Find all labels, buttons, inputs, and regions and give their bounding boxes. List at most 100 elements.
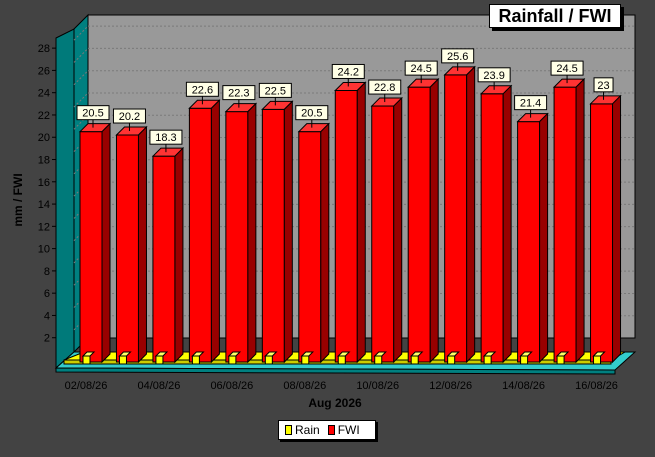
rain-bar-1	[82, 355, 91, 365]
fwi-bar-9	[371, 105, 395, 363]
fwi-bar-2	[115, 134, 139, 363]
fwi-bar-3	[152, 155, 176, 363]
legend-item-rain: Rain	[285, 423, 320, 437]
fwi-bar-side-12	[502, 84, 512, 364]
rain-bar-4	[191, 355, 200, 365]
fwi-bar-side-7	[320, 122, 330, 364]
data-label-14: 24.5	[556, 63, 577, 75]
rain-bar-top-9	[373, 351, 387, 357]
legend: Rain FWI	[278, 420, 376, 440]
rain-bar-top-14	[555, 351, 570, 357]
x-tick-label-8: 16/08/26	[575, 380, 618, 392]
x-tick-label-2: 04/08/26	[138, 380, 181, 392]
rain-bar-10	[410, 355, 419, 365]
data-label-10: 24.5	[410, 63, 431, 75]
y-tick-label-18: 18	[38, 155, 50, 167]
fwi-bar-side-11	[466, 65, 476, 364]
data-label-8: 24.2	[338, 66, 359, 78]
y-tick-label-24: 24	[38, 88, 50, 100]
chart-title: Rainfall / FWI	[489, 4, 621, 28]
rain-bar-13	[520, 355, 529, 365]
rain-bar-top-3	[154, 351, 169, 357]
fwi-bar-14	[553, 86, 577, 363]
data-label-5: 22.3	[228, 88, 249, 100]
legend-label-fwi: FWI	[337, 423, 360, 437]
fwi-bar-side-2	[137, 125, 147, 364]
fwi-bar-4	[188, 107, 212, 363]
fwi-bar-side-15	[612, 94, 622, 364]
rain-bar-5	[228, 355, 237, 365]
rain-bar-top-10	[409, 351, 424, 357]
rain-bar-8	[337, 355, 346, 365]
rain-bar-14	[556, 355, 565, 365]
rain-bar-2	[118, 355, 127, 365]
data-label-7: 20.5	[301, 108, 322, 120]
y-tick-label-28: 28	[38, 43, 50, 55]
rain-bar-12	[483, 355, 492, 365]
y-tick-label-8: 8	[44, 266, 50, 278]
rain-bar-11	[447, 355, 456, 365]
x-tick-label-3: 06/08/26	[210, 380, 253, 392]
rain-bar-top-4	[191, 351, 205, 357]
fwi-bar-side-1	[101, 122, 111, 364]
rain-bar-top-1	[81, 351, 96, 357]
y-tick-label-14: 14	[38, 199, 50, 211]
rain-bar-top-13	[519, 351, 533, 357]
y-tick-label-10: 10	[38, 244, 50, 256]
rain-bar-3	[155, 355, 164, 365]
x-axis-title: Aug 2026	[308, 396, 362, 410]
fwi-bar-7	[298, 131, 322, 363]
x-tick-label-6: 12/08/26	[429, 380, 472, 392]
rain-bar-top-11	[446, 351, 460, 357]
fwi-bar-1	[79, 131, 103, 363]
left-wall-front	[55, 28, 75, 370]
fwi-bar-side-13	[539, 112, 549, 364]
gridline-depth-28	[73, 25, 89, 41]
fwi-bar-6	[261, 108, 285, 363]
legend-swatch-rain	[285, 425, 292, 435]
data-label-1: 20.5	[82, 108, 103, 120]
rain-bar-top-12	[482, 351, 497, 357]
fwi-bar-8	[334, 89, 358, 363]
fwi-bar-5	[225, 111, 249, 363]
y-tick-label-4: 4	[44, 310, 50, 322]
fwi-bar-15	[590, 103, 614, 363]
data-label-12: 23.9	[483, 70, 504, 82]
fwi-bar-side-10	[429, 77, 439, 364]
x-tick-label-5: 10/08/26	[356, 380, 399, 392]
data-label-6: 22.5	[265, 85, 286, 97]
rain-bar-top-2	[118, 351, 132, 357]
rain-bar-6	[264, 355, 273, 365]
rain-bar-7	[301, 355, 310, 365]
gridline-depth-24	[73, 70, 89, 86]
fwi-bar-11	[444, 74, 468, 363]
rain-bar-top-15	[592, 351, 606, 357]
y-tick-label-12: 12	[38, 221, 50, 233]
fwi-bar-side-3	[174, 146, 184, 364]
fwi-bar-side-14	[575, 77, 585, 364]
data-label-15: 23	[597, 80, 609, 92]
data-label-2: 20.2	[119, 111, 140, 123]
rain-bar-top-6	[264, 351, 278, 357]
data-label-13: 21.4	[520, 98, 541, 110]
gridline-depth-26	[73, 48, 89, 63]
rain-bar-top-7	[300, 351, 315, 357]
data-label-3: 18.3	[155, 132, 176, 144]
data-label-4: 22.6	[192, 84, 213, 96]
legend-swatch-fwi	[327, 425, 335, 435]
y-tick-label-22: 22	[38, 110, 50, 122]
data-label-9: 22.8	[374, 82, 395, 94]
x-tick-label-7: 14/08/26	[502, 380, 545, 392]
data-label-11: 25.6	[447, 51, 468, 63]
y-tick-label-26: 26	[38, 65, 50, 77]
y-tick-label-20: 20	[38, 132, 50, 144]
y-tick-label-6: 6	[44, 288, 50, 300]
fwi-bar-10	[407, 86, 431, 363]
legend-item-fwi: FWI	[327, 423, 360, 437]
fwi-bar-side-4	[210, 99, 220, 364]
fwi-bar-12	[480, 93, 504, 363]
x-tick-label-1: 02/08/26	[65, 380, 108, 392]
rain-bar-9	[374, 355, 383, 365]
fwi-bar-side-5	[247, 102, 257, 364]
